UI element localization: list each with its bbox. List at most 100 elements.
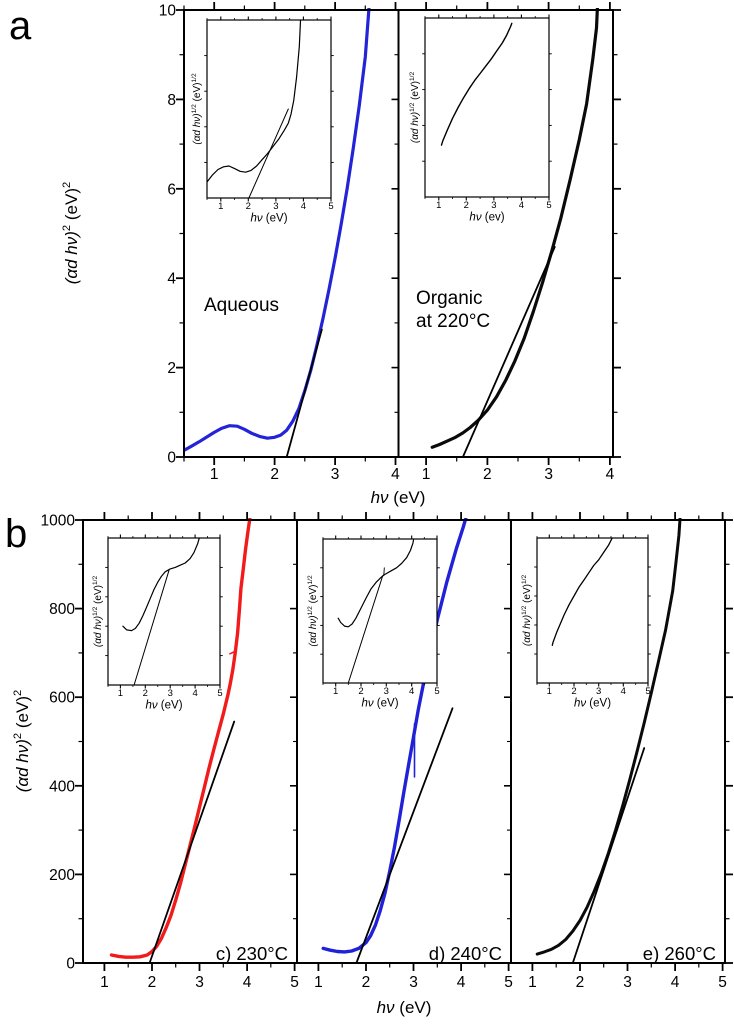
x-tick-label: 3	[544, 466, 553, 483]
artifact-blip	[229, 650, 236, 655]
inset-x-tick-label: 5	[328, 201, 333, 212]
inset-y-axis-label: (αd hν)1/2 (eV)1/2	[92, 576, 104, 648]
plot-series	[109, 518, 682, 964]
inset-frame	[206, 19, 332, 199]
organic-tauc-curve	[430, 8, 599, 449]
subplot-annotation: at 220°C	[416, 311, 490, 332]
x-tick-label: 5	[290, 974, 299, 991]
inset-x-tick-label: 5	[217, 688, 222, 699]
x-tick-label: 2	[362, 974, 371, 991]
x-tick-label: 3	[623, 974, 632, 991]
subplot-annotation: Organic	[416, 288, 483, 309]
x-tick-label: 4	[243, 974, 252, 991]
y-tick-label: 10	[159, 3, 177, 20]
x-tick-label: 4	[606, 466, 615, 483]
axes-ticks	[75, 512, 733, 971]
inset-sqrt-fit-line	[347, 575, 383, 683]
x-tick-label: 1	[314, 974, 323, 991]
inset-frame	[424, 17, 550, 198]
subplot-annotation: d) 240°C	[429, 943, 502, 964]
y-tick-label: 8	[167, 92, 176, 109]
bandgap-fit-line	[285, 328, 323, 458]
inset-sqrt-fit-line	[248, 108, 289, 198]
inset-plot: 1 2 3 4 5 hν (eV) (αd hν)1/2 (eV)1/2	[92, 534, 223, 712]
y-tick-label: 200	[49, 867, 75, 884]
inset-x-tick-label: 1	[118, 688, 123, 699]
x-tick-label: 3	[409, 974, 418, 991]
inset-x-tick-label: 1	[333, 686, 338, 697]
inset-x-axis-label: hν (eV)	[250, 213, 287, 225]
bandgap-fit-line	[355, 707, 454, 964]
inset-x-tick-label: 3	[384, 686, 389, 697]
bandgap-fit-line	[148, 720, 236, 964]
y-tick-label: 4	[167, 271, 176, 288]
inset-plot: 1 2 3 4 5 hν (eV) (αd hν)1/2 (eV)1/2	[191, 16, 334, 225]
x-tick-label: 4	[391, 466, 400, 483]
aqueous-tauc-curve	[184, 8, 371, 452]
inset-ticks	[422, 14, 552, 201]
inset-x-tick-label: 2	[571, 686, 576, 697]
x-tick-label: 3	[331, 466, 340, 483]
y-tick-label: 1000	[41, 513, 76, 530]
x-tick-label: 4	[457, 974, 466, 991]
y-tick-label: 600	[49, 690, 75, 707]
inset-ticks	[320, 535, 440, 687]
inset-bg	[207, 20, 331, 198]
inset-sqrt-tauc-curve	[337, 539, 415, 628]
inset-x-tick-label: 2	[464, 200, 469, 211]
subplot-annotation: c) 230°C	[216, 943, 288, 964]
tauc-curve-230C	[109, 518, 252, 959]
inset-bg	[108, 538, 220, 685]
inset-plot: 1 2 3 4 5 hν (ev) (αd hν)1/2 (eV)1/2	[409, 14, 552, 224]
y-tick-label: 6	[167, 181, 176, 198]
inset-sqrt-tauc-curve	[207, 20, 302, 183]
plot-series	[184, 8, 599, 458]
inset-sqrt-fit-line	[133, 569, 170, 685]
inset-x-tick-label: 4	[301, 201, 306, 212]
x-tick-label: 2	[483, 466, 492, 483]
panel-b-chart: 1 2 3 4 5c) 230°C1 2 3 4 5d) 240°C1 2 3 4 5e) 260°C0…	[12, 512, 733, 1018]
inset-x-tick-label: 3	[596, 686, 601, 697]
y-axis-label: (αd hν)2 (eV)2	[12, 690, 32, 793]
inset-x-tick-label: 2	[358, 686, 363, 697]
inset-y-axis-label: (αd hν)1/2 (eV)1/2	[521, 575, 533, 647]
subplot-annotation: Aqueous	[204, 295, 279, 316]
x-tick-label: 1	[210, 466, 219, 483]
inset-ticks	[105, 534, 223, 689]
x-tick-label: 2	[148, 974, 157, 991]
inset-x-tick-label: 5	[546, 200, 551, 211]
inset-x-axis-label: hν (eV)	[361, 698, 398, 710]
inset-x-tick-label: 5	[434, 686, 439, 697]
panel-a-label: a	[9, 4, 32, 48]
x-tick-label: 2	[576, 974, 585, 991]
inset-x-tick-label: 3	[168, 688, 173, 699]
x-tick-label: 5	[504, 974, 513, 991]
axis-text: 1 2 3 4 5c) 230°C1 2 3 4 5d) 240°C1 2 3 4 5e) 260°C0…	[12, 513, 727, 1018]
y-tick-label: 0	[66, 956, 75, 973]
inset-ticks	[534, 534, 651, 687]
x-tick-label: 4	[671, 974, 680, 991]
y-tick-label: 400	[49, 778, 75, 795]
x-tick-label: 1	[100, 974, 109, 991]
inset-x-tick-label: 3	[273, 201, 278, 212]
inset-x-axis-label: hν (ev)	[469, 212, 504, 224]
inset-x-tick-label: 3	[491, 200, 496, 211]
x-tick-label: 5	[718, 974, 727, 991]
inset-x-axis-label: hν (eV)	[574, 698, 611, 710]
inset-x-tick-label: 1	[436, 200, 441, 211]
inset-frame	[536, 537, 649, 684]
inset-plot: 1 2 3 4 5 hν (eV) (αd hν)1/2 (eV)1/2	[307, 535, 440, 710]
panel-b-label: b	[5, 512, 28, 556]
inset-x-tick-label: 5	[645, 686, 650, 697]
inset-plot: 1 2 3 4 5 hν (eV) (αd hν)1/2 (eV)1/2	[521, 534, 651, 710]
y-tick-label: 2	[167, 360, 176, 377]
y-tick-label: 0	[167, 450, 176, 467]
bandgap-fit-line	[461, 245, 556, 458]
inset-x-tick-label: 1	[547, 686, 552, 697]
bandgap-fit-line	[571, 747, 646, 964]
inset-bg	[537, 538, 648, 683]
inset-x-tick-label: 4	[409, 686, 414, 697]
